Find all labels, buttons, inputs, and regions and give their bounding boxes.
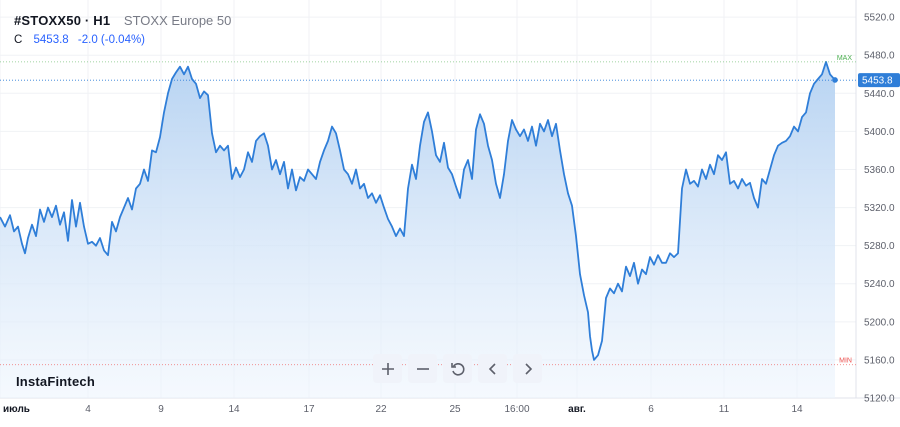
- max-min-markers: MAX MIN: [0, 55, 856, 366]
- minus-icon: [416, 367, 429, 370]
- x-tick-label: авг.: [568, 404, 586, 415]
- chevron-right-icon: [524, 362, 532, 375]
- x-tick-label: 17: [303, 404, 315, 415]
- brand-logo: InstaFintech: [16, 374, 95, 389]
- y-tick-label: 5240.0: [864, 279, 895, 290]
- y-tick-label: 5480.0: [864, 51, 895, 62]
- ohlc-legend: C 5453.8 -2.0 (-0.04%): [14, 34, 145, 46]
- y-tick-label: 5280.0: [864, 241, 895, 252]
- plus-icon: [381, 362, 394, 375]
- x-tick-label: 9: [158, 404, 164, 415]
- min-label: MIN: [839, 358, 852, 365]
- x-tick-label: 22: [375, 404, 387, 415]
- y-tick-label: 5400.0: [864, 127, 895, 138]
- reset-icon: [450, 362, 464, 376]
- y-tick-label: 5440.0: [864, 89, 895, 100]
- zoom-in-button[interactable]: [373, 354, 402, 383]
- symbol-label: #STOXX50 · H1: [14, 13, 111, 28]
- chart-toolbar: [373, 354, 542, 383]
- close-value: 5453.8: [33, 34, 69, 46]
- x-axis: июль 4 9 14 17 22 25 16:00 авг. 6 11 14: [3, 404, 803, 415]
- last-price-tag-label: 5453.8: [862, 76, 893, 87]
- zoom-out-button[interactable]: [408, 354, 437, 383]
- x-tick-label: 6: [648, 404, 654, 415]
- x-tick-label: 4: [85, 404, 91, 415]
- series-stoxx50: [0, 61, 836, 399]
- change-value: -2.0 (-0.04%): [77, 34, 146, 46]
- x-tick-label: 25: [449, 404, 461, 415]
- close-label: C: [14, 34, 23, 46]
- max-label: MAX: [837, 55, 853, 62]
- last-price-tag-bg: [858, 73, 900, 88]
- y-axis: 5520.0 5480.0 5440.0 5400.0 5360.0 5320.0 5280…: [864, 13, 895, 405]
- chart-header: #STOXX50 · H1 STOXX Europe 50: [14, 13, 231, 28]
- chevron-left-icon: [488, 362, 496, 375]
- last-price-tag: 5453.8: [0, 73, 900, 88]
- x-tick-label: 11: [719, 404, 730, 415]
- y-tick-label: 5520.0: [864, 13, 895, 24]
- series-line: [0, 61, 836, 361]
- x-tick-label: июль: [3, 404, 30, 415]
- y-tick-label: 5360.0: [864, 165, 895, 176]
- x-tick-label: 14: [228, 404, 240, 415]
- last-point-dot: [832, 77, 838, 83]
- scroll-left-button[interactable]: [478, 354, 507, 383]
- x-tick-label: 16:00: [504, 404, 529, 415]
- y-tick-label: 5200.0: [864, 317, 895, 328]
- y-tick-label: 5160.0: [864, 355, 895, 366]
- instrument-name: STOXX Europe 50: [123, 13, 232, 28]
- scroll-right-button[interactable]: [513, 354, 542, 383]
- x-tick-label: 14: [791, 404, 803, 415]
- series-area-fill: [0, 61, 835, 399]
- reset-button[interactable]: [443, 354, 472, 383]
- y-tick-label: 5120.0: [864, 394, 895, 405]
- y-tick-label: 5320.0: [864, 203, 895, 214]
